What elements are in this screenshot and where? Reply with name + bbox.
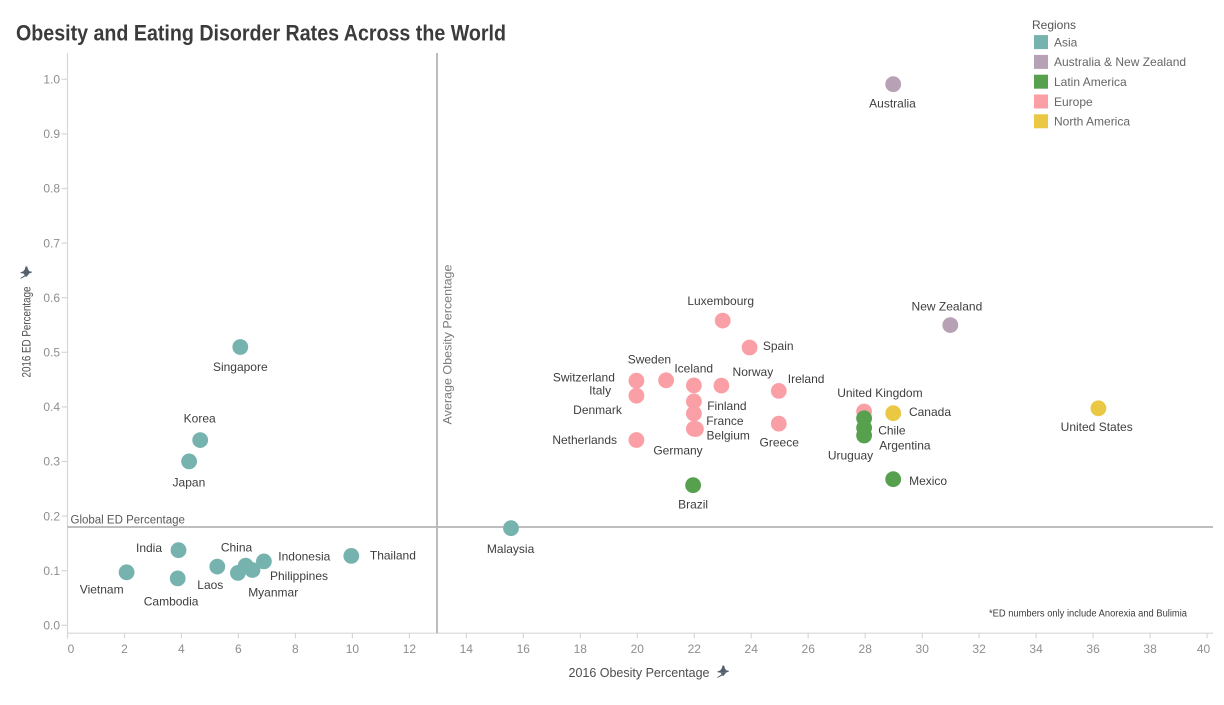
svg-text:Korea: Korea (184, 412, 216, 426)
svg-text:36: 36 (1086, 642, 1100, 656)
svg-text:Belgium: Belgium (707, 429, 750, 443)
svg-text:6: 6 (235, 642, 242, 656)
svg-text:32: 32 (972, 642, 986, 656)
svg-text:26: 26 (802, 642, 816, 656)
svg-text:Myanmar: Myanmar (248, 586, 298, 600)
svg-text:Brazil: Brazil (678, 498, 708, 512)
svg-text:Philippines: Philippines (270, 569, 328, 583)
svg-text:Obesity and Eating Disorder Ra: Obesity and Eating Disorder Rates Across… (16, 21, 506, 46)
svg-text:Luxembourg: Luxembourg (687, 294, 754, 308)
svg-text:30: 30 (916, 642, 930, 656)
svg-text:1.0: 1.0 (43, 73, 60, 87)
svg-text:Australia & New Zealand: Australia & New Zealand (1054, 55, 1186, 69)
svg-text:New Zealand: New Zealand (912, 299, 983, 313)
svg-text:0.8: 0.8 (43, 182, 60, 196)
svg-text:Ireland: Ireland (788, 372, 825, 386)
svg-text:20: 20 (631, 642, 645, 656)
svg-text:Iceland: Iceland (674, 361, 713, 375)
svg-text:Global ED Percentage: Global ED Percentage (71, 515, 185, 527)
svg-text:Australia: Australia (869, 96, 916, 110)
svg-text:8: 8 (292, 642, 299, 656)
svg-text:Laos: Laos (197, 578, 223, 592)
svg-text:United Kingdom: United Kingdom (837, 386, 922, 400)
svg-text:Singapore: Singapore (213, 360, 268, 374)
svg-text:10: 10 (346, 642, 360, 656)
svg-text:United States: United States (1061, 420, 1133, 434)
svg-text:Vietnam: Vietnam (80, 583, 124, 597)
svg-text:24: 24 (745, 642, 759, 656)
svg-text:Italy: Italy (589, 384, 611, 398)
svg-text:0.2: 0.2 (43, 509, 60, 523)
svg-text:38: 38 (1143, 642, 1157, 656)
svg-text:Regions: Regions (1032, 18, 1076, 32)
svg-text:Europe: Europe (1054, 95, 1093, 109)
svg-text:0.4: 0.4 (43, 400, 60, 414)
svg-text:Average Obesity Percentage: Average Obesity Percentage (441, 264, 455, 424)
svg-text:North America: North America (1054, 115, 1130, 129)
svg-text:Denmark: Denmark (573, 403, 623, 417)
svg-text:16: 16 (517, 642, 531, 656)
svg-text:2: 2 (121, 642, 128, 656)
svg-text:Greece: Greece (760, 436, 800, 450)
svg-text:28: 28 (859, 642, 873, 656)
svg-text:*ED numbers only include Anore: *ED numbers only include Anorexia and Bu… (989, 609, 1187, 620)
svg-text:Cambodia: Cambodia (144, 595, 199, 609)
svg-text:0: 0 (68, 642, 75, 656)
svg-text:Spain: Spain (763, 339, 794, 353)
svg-text:Latin America: Latin America (1054, 75, 1127, 89)
svg-text:Argentina: Argentina (879, 439, 931, 453)
svg-text:0.6: 0.6 (43, 291, 60, 305)
svg-text:0.0: 0.0 (43, 619, 60, 633)
svg-text:4: 4 (178, 642, 185, 656)
svg-text:Asia: Asia (1054, 35, 1078, 49)
svg-text:Switzerland: Switzerland (553, 370, 615, 384)
svg-text:India: India (136, 541, 162, 555)
svg-text:France: France (706, 414, 744, 428)
svg-text:Thailand: Thailand (370, 548, 416, 562)
svg-text:Finland: Finland (707, 399, 746, 413)
svg-text:2016 Obesity Percentage: 2016 Obesity Percentage (569, 666, 710, 680)
svg-text:Norway: Norway (733, 365, 774, 379)
svg-text:12: 12 (403, 642, 417, 656)
svg-text:Germany: Germany (653, 443, 702, 457)
svg-text:Uruguay: Uruguay (828, 448, 873, 462)
svg-text:2016 ED Percentage: 2016 ED Percentage (20, 286, 34, 377)
svg-text:Japan: Japan (173, 475, 206, 489)
svg-text:Sweden: Sweden (628, 352, 671, 366)
svg-text:0.5: 0.5 (43, 346, 60, 360)
svg-text:14: 14 (460, 642, 474, 656)
svg-text:0.3: 0.3 (43, 455, 60, 469)
svg-text:Netherlands: Netherlands (552, 433, 617, 447)
svg-text:Indonesia: Indonesia (278, 550, 330, 564)
svg-text:40: 40 (1197, 642, 1211, 656)
svg-text:Mexico: Mexico (909, 474, 947, 488)
svg-text:34: 34 (1029, 642, 1043, 656)
svg-text:0.9: 0.9 (43, 127, 60, 141)
svg-text:Chile: Chile (878, 424, 906, 438)
svg-text:Malaysia: Malaysia (487, 542, 535, 556)
svg-text:Canada: Canada (909, 405, 951, 419)
svg-text:18: 18 (574, 642, 588, 656)
svg-text:China: China (221, 541, 253, 555)
svg-text:0.7: 0.7 (43, 236, 60, 250)
svg-text:0.1: 0.1 (43, 564, 60, 578)
svg-text:22: 22 (688, 642, 702, 656)
